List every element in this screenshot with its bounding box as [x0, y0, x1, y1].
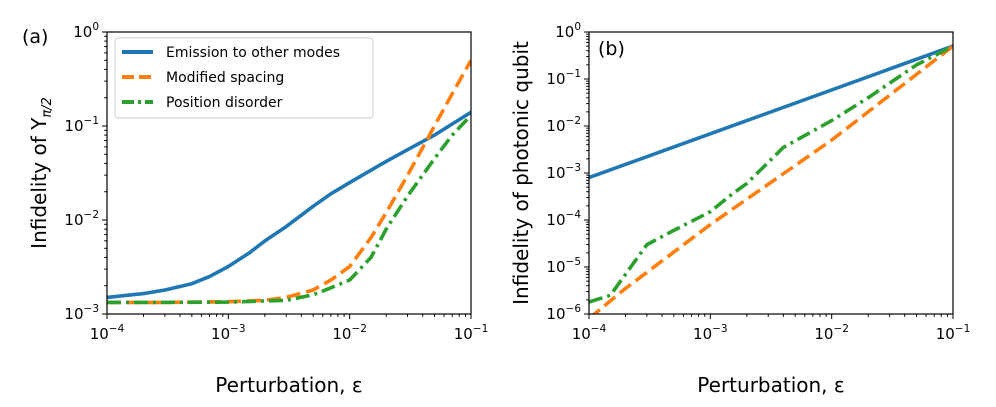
series-line-position-disorder: [107, 114, 471, 305]
legend-label-emission: Emission to other modes: [166, 45, 340, 61]
legend-label-spacing: Modified spacing: [166, 70, 284, 86]
y-tick-label: 10−3: [546, 162, 581, 182]
panel-label-b: (b): [598, 38, 625, 60]
y-tick-label: 10−3: [64, 303, 99, 323]
y-tick-label: 10−2: [546, 115, 581, 135]
y-tick-label: 10−1: [546, 68, 581, 88]
x-tick-label: 10−1: [936, 323, 971, 343]
plot-frame-a: [106, 31, 472, 315]
x-axis-label-a: Perturbation, ε: [215, 373, 362, 397]
series-line-modified-spacing: [591, 44, 953, 314]
panel-b: (b) 10−4 10−3 10−2 10−1 10−6 10−5 10−4 10−3 10−2…: [509, 21, 970, 397]
series-line-position-disorder: [589, 44, 953, 304]
y-tick-label: 10−4: [546, 209, 581, 229]
y-tick-label: 10−6: [546, 303, 581, 323]
x-tick-label: 10−4: [572, 323, 607, 343]
legend: Emission to other modes Modified spacing…: [114, 37, 374, 119]
x-tick-label: 10−3: [211, 323, 246, 343]
series-lines-a: [107, 59, 471, 305]
y-tick-label: 10−5: [546, 256, 581, 276]
x-tick-label: 10−4: [90, 323, 125, 343]
x-tick-label: 10−2: [332, 323, 367, 343]
legend-frame: [114, 37, 374, 119]
legend-label-disorder: Position disorder: [166, 95, 283, 111]
series-lines-b: [589, 44, 953, 314]
x-tick-label: 10−1: [454, 323, 489, 343]
plot-frame-b: [588, 31, 954, 315]
y-tick-label: 10−2: [64, 209, 99, 229]
y-tick-label: 100: [73, 21, 99, 41]
series-line-emission-to-other-modes: [107, 110, 471, 300]
x-axis-label-b: Perturbation, ε: [697, 373, 844, 397]
series-line-emission-to-other-modes: [589, 44, 953, 180]
y-tick-label: 100: [555, 21, 581, 41]
axis-ticks-b: 10−4 10−3 10−2 10−1 10−6 10−5 10−4 10−3 10−2 10−1…: [546, 21, 970, 343]
x-tick-label: 10−3: [693, 323, 728, 343]
panel-label-a: (a): [22, 26, 48, 48]
y-tick-label: 10−1: [64, 115, 99, 135]
y-axis-label-a: Infidelity of Yπ/2: [27, 97, 55, 249]
x-tick-label: 10−2: [814, 323, 849, 343]
y-axis-label-b: Infidelity of photonic qubit: [509, 41, 533, 305]
